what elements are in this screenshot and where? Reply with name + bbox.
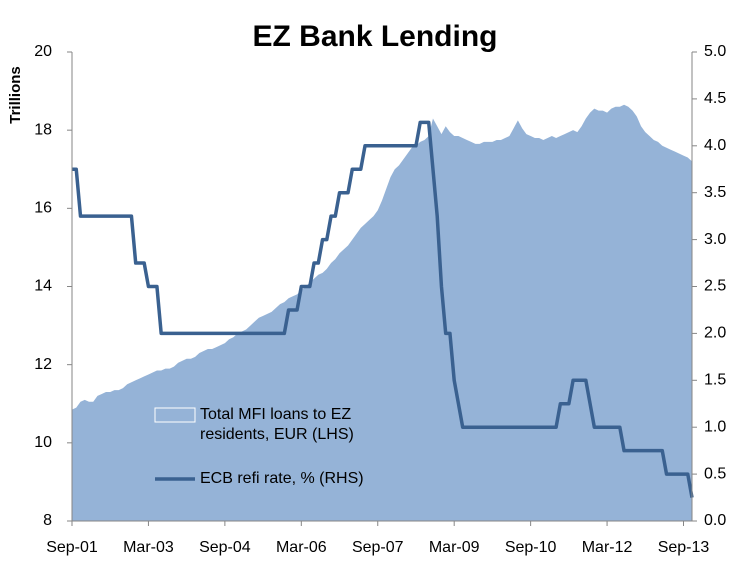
y2-tick-label: 1.0: [704, 418, 726, 435]
y2-tick-label: 2.5: [704, 278, 726, 295]
y2-tick-label: 4.5: [704, 90, 726, 107]
y2-tick-label: 5.0: [704, 43, 726, 60]
legend-label: Total MFI loans to EZ residents, EUR (LH…: [200, 406, 354, 443]
y-tick-label: 20: [34, 43, 52, 60]
area: [72, 104, 692, 521]
y2-tick-label: 2.0: [704, 325, 726, 342]
x-tick-label: Mar-03: [123, 539, 174, 556]
legend-swatch: [154, 407, 196, 423]
x-tick-label: Sep-04: [199, 539, 251, 556]
x-tick-label: Sep-10: [505, 539, 557, 556]
y2-tick-label: 0.0: [704, 512, 726, 529]
y-tick-label: 18: [34, 121, 52, 138]
line: [72, 120, 694, 498]
x-tick-label: Mar-12: [582, 539, 633, 556]
y-tick-label: 10: [34, 434, 52, 451]
legend-label: ECB refi rate, % (RHS): [200, 470, 364, 487]
y-axis-title: Trillions: [7, 66, 24, 124]
y-tick-label: 16: [34, 200, 52, 217]
y2-tick-label: 3.5: [704, 184, 726, 201]
x-tick-label: Mar-09: [429, 539, 480, 556]
chart-title: EZ Bank Lending: [252, 20, 497, 53]
y-tick-label: 8: [43, 512, 52, 529]
y-tick-label: 14: [34, 278, 52, 295]
y-tick-label: 12: [34, 356, 52, 373]
y2-tick-label: 0.5: [704, 465, 726, 482]
x-tick-label: Sep-01: [46, 539, 98, 556]
y2-tick-label: 1.5: [704, 372, 726, 389]
y2-tick-label: 3.0: [704, 231, 726, 248]
x-tick-label: Sep-13: [658, 539, 710, 556]
x-tick-label: Sep-07: [352, 539, 404, 556]
x-tick-label: Mar-06: [276, 539, 327, 556]
y2-tick-label: 4.0: [704, 137, 726, 154]
